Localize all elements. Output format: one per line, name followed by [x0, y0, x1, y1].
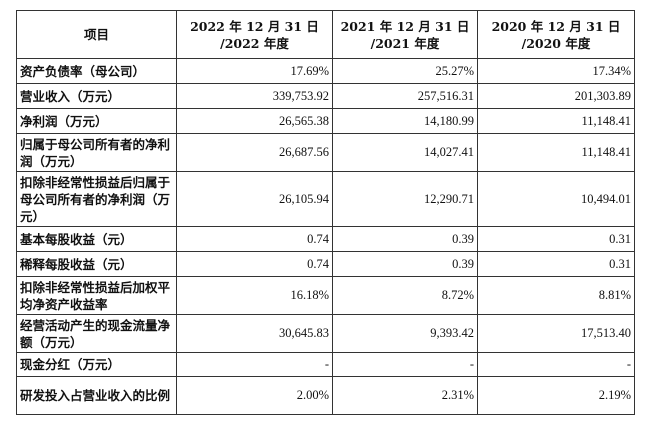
header-2020: 2020 年 12 月 31 日 /2020 年度 [477, 10, 635, 59]
cell-2021: 14,180.99 [332, 108, 478, 134]
cell-2021: 25.27% [332, 58, 478, 84]
table-row: 经营活动产生的现金流量净额（万元） 30,645.83 9,393.42 17,… [16, 314, 635, 353]
cell-2022: 0.74 [176, 226, 333, 252]
table-header-row: 项目 2022 年 12 月 31 日 /2022 年度 2021 年 12 月… [16, 10, 635, 59]
cell-2022: 2.00% [176, 376, 333, 415]
row-label: 稀释每股收益（元） [16, 251, 177, 277]
cell-2022: 0.74 [176, 251, 333, 277]
table-row: 现金分红（万元） - - - [16, 352, 635, 377]
table-row: 基本每股收益（元） 0.74 0.39 0.31 [16, 226, 635, 252]
row-label: 净利润（万元） [16, 108, 177, 134]
cell-2020: - [477, 352, 635, 377]
table-row: 营业收入（万元） 339,753.92 257,516.31 201,303.8… [16, 83, 635, 109]
row-label: 资产负债率（母公司） [16, 58, 177, 84]
row-label: 营业收入（万元） [16, 83, 177, 109]
cell-2020: 11,148.41 [477, 133, 635, 172]
table-row: 净利润（万元） 26,565.38 14,180.99 11,148.41 [16, 108, 635, 134]
cell-2021: 2.31% [332, 376, 478, 415]
financial-indicators-table: 项目 2022 年 12 月 31 日 /2022 年度 2021 年 12 月… [16, 10, 635, 415]
cell-2022: 26,105.94 [176, 171, 333, 227]
cell-2021: - [332, 352, 478, 377]
header-2021: 2021 年 12 月 31 日 /2021 年度 [332, 10, 478, 59]
table-row: 稀释每股收益（元） 0.74 0.39 0.31 [16, 251, 635, 277]
cell-2020: 10,494.01 [477, 171, 635, 227]
table-row: 研发投入占营业收入的比例 2.00% 2.31% 2.19% [16, 376, 635, 415]
cell-2021: 257,516.31 [332, 83, 478, 109]
cell-2022: - [176, 352, 333, 377]
header-item: 项目 [16, 10, 177, 59]
cell-2022: 16.18% [176, 276, 333, 315]
cell-2022: 17.69% [176, 58, 333, 84]
cell-2022: 339,753.92 [176, 83, 333, 109]
cell-2020: 2.19% [477, 376, 635, 415]
cell-2021: 14,027.41 [332, 133, 478, 172]
cell-2020: 201,303.89 [477, 83, 635, 109]
cell-2020: 11,148.41 [477, 108, 635, 134]
row-label: 经营活动产生的现金流量净额（万元） [16, 314, 177, 353]
cell-2021: 0.39 [332, 251, 478, 277]
cell-2020: 17,513.40 [477, 314, 635, 353]
cell-2021: 9,393.42 [332, 314, 478, 353]
row-label: 研发投入占营业收入的比例 [16, 376, 177, 415]
table-row: 扣除非经常性损益后加权平均净资产收益率 16.18% 8.72% 8.81% [16, 276, 635, 315]
cell-2021: 0.39 [332, 226, 478, 252]
table-row: 资产负债率（母公司） 17.69% 25.27% 17.34% [16, 58, 635, 84]
cell-2020: 0.31 [477, 251, 635, 277]
cell-2020: 0.31 [477, 226, 635, 252]
row-label: 扣除非经常性损益后归属于母公司所有者的净利润（万元） [16, 171, 177, 227]
cell-2021: 8.72% [332, 276, 478, 315]
cell-2021: 12,290.71 [332, 171, 478, 227]
row-label: 现金分红（万元） [16, 352, 177, 377]
header-2022: 2022 年 12 月 31 日 /2022 年度 [176, 10, 333, 59]
cell-2020: 17.34% [477, 58, 635, 84]
table-row: 扣除非经常性损益后归属于母公司所有者的净利润（万元） 26,105.94 12,… [16, 171, 635, 227]
row-label: 扣除非经常性损益后加权平均净资产收益率 [16, 276, 177, 315]
cell-2022: 30,645.83 [176, 314, 333, 353]
cell-2022: 26,687.56 [176, 133, 333, 172]
row-label: 归属于母公司所有者的净利润（万元） [16, 133, 177, 172]
row-label: 基本每股收益（元） [16, 226, 177, 252]
table-row: 归属于母公司所有者的净利润（万元） 26,687.56 14,027.41 11… [16, 133, 635, 172]
cell-2022: 26,565.38 [176, 108, 333, 134]
cell-2020: 8.81% [477, 276, 635, 315]
